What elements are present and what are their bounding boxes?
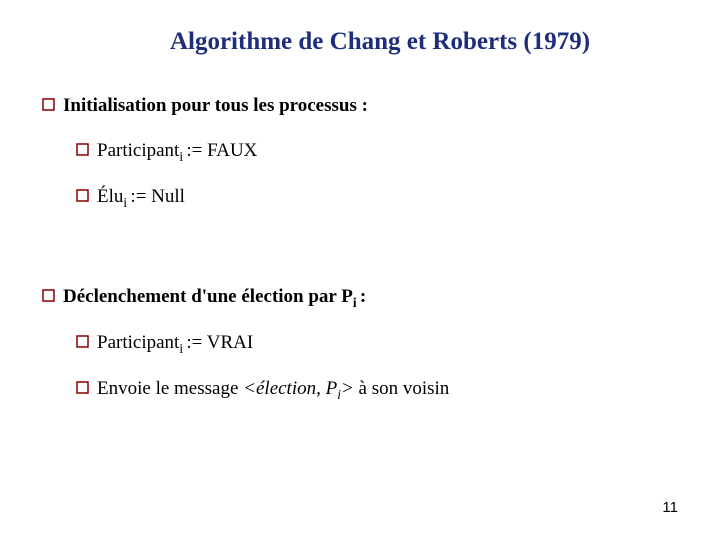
list-item: Participanti := FAUX bbox=[76, 139, 684, 165]
square-bullet-icon bbox=[76, 381, 89, 399]
item-text: Participanti := VRAI bbox=[97, 331, 253, 357]
section-heading: Initialisation pour tous les processus : bbox=[42, 94, 684, 119]
item-text: Élui := Null bbox=[97, 185, 185, 211]
square-bullet-icon bbox=[76, 335, 89, 353]
list-item: Participanti := VRAI bbox=[76, 331, 684, 357]
heading-text: Initialisation pour tous les processus : bbox=[63, 94, 368, 119]
section-spacer bbox=[36, 231, 684, 285]
square-bullet-icon bbox=[42, 289, 55, 307]
list-item: Envoie le message <élection, Pi> à son v… bbox=[76, 377, 684, 403]
slide-container: Algorithme de Chang et Roberts (1979) In… bbox=[0, 0, 720, 540]
square-bullet-icon bbox=[76, 143, 89, 161]
item-text: Participanti := FAUX bbox=[97, 139, 257, 165]
slide-title: Algorithme de Chang et Roberts (1979) bbox=[76, 28, 684, 56]
heading-text: Déclenchement d'une élection par Pi : bbox=[63, 285, 366, 311]
square-bullet-icon bbox=[42, 98, 55, 116]
section-heading: Déclenchement d'une élection par Pi : bbox=[42, 285, 684, 311]
item-text: Envoie le message <élection, Pi> à son v… bbox=[97, 377, 449, 403]
square-bullet-icon bbox=[76, 189, 89, 207]
list-item: Élui := Null bbox=[76, 185, 684, 211]
page-number: 11 bbox=[662, 499, 678, 516]
